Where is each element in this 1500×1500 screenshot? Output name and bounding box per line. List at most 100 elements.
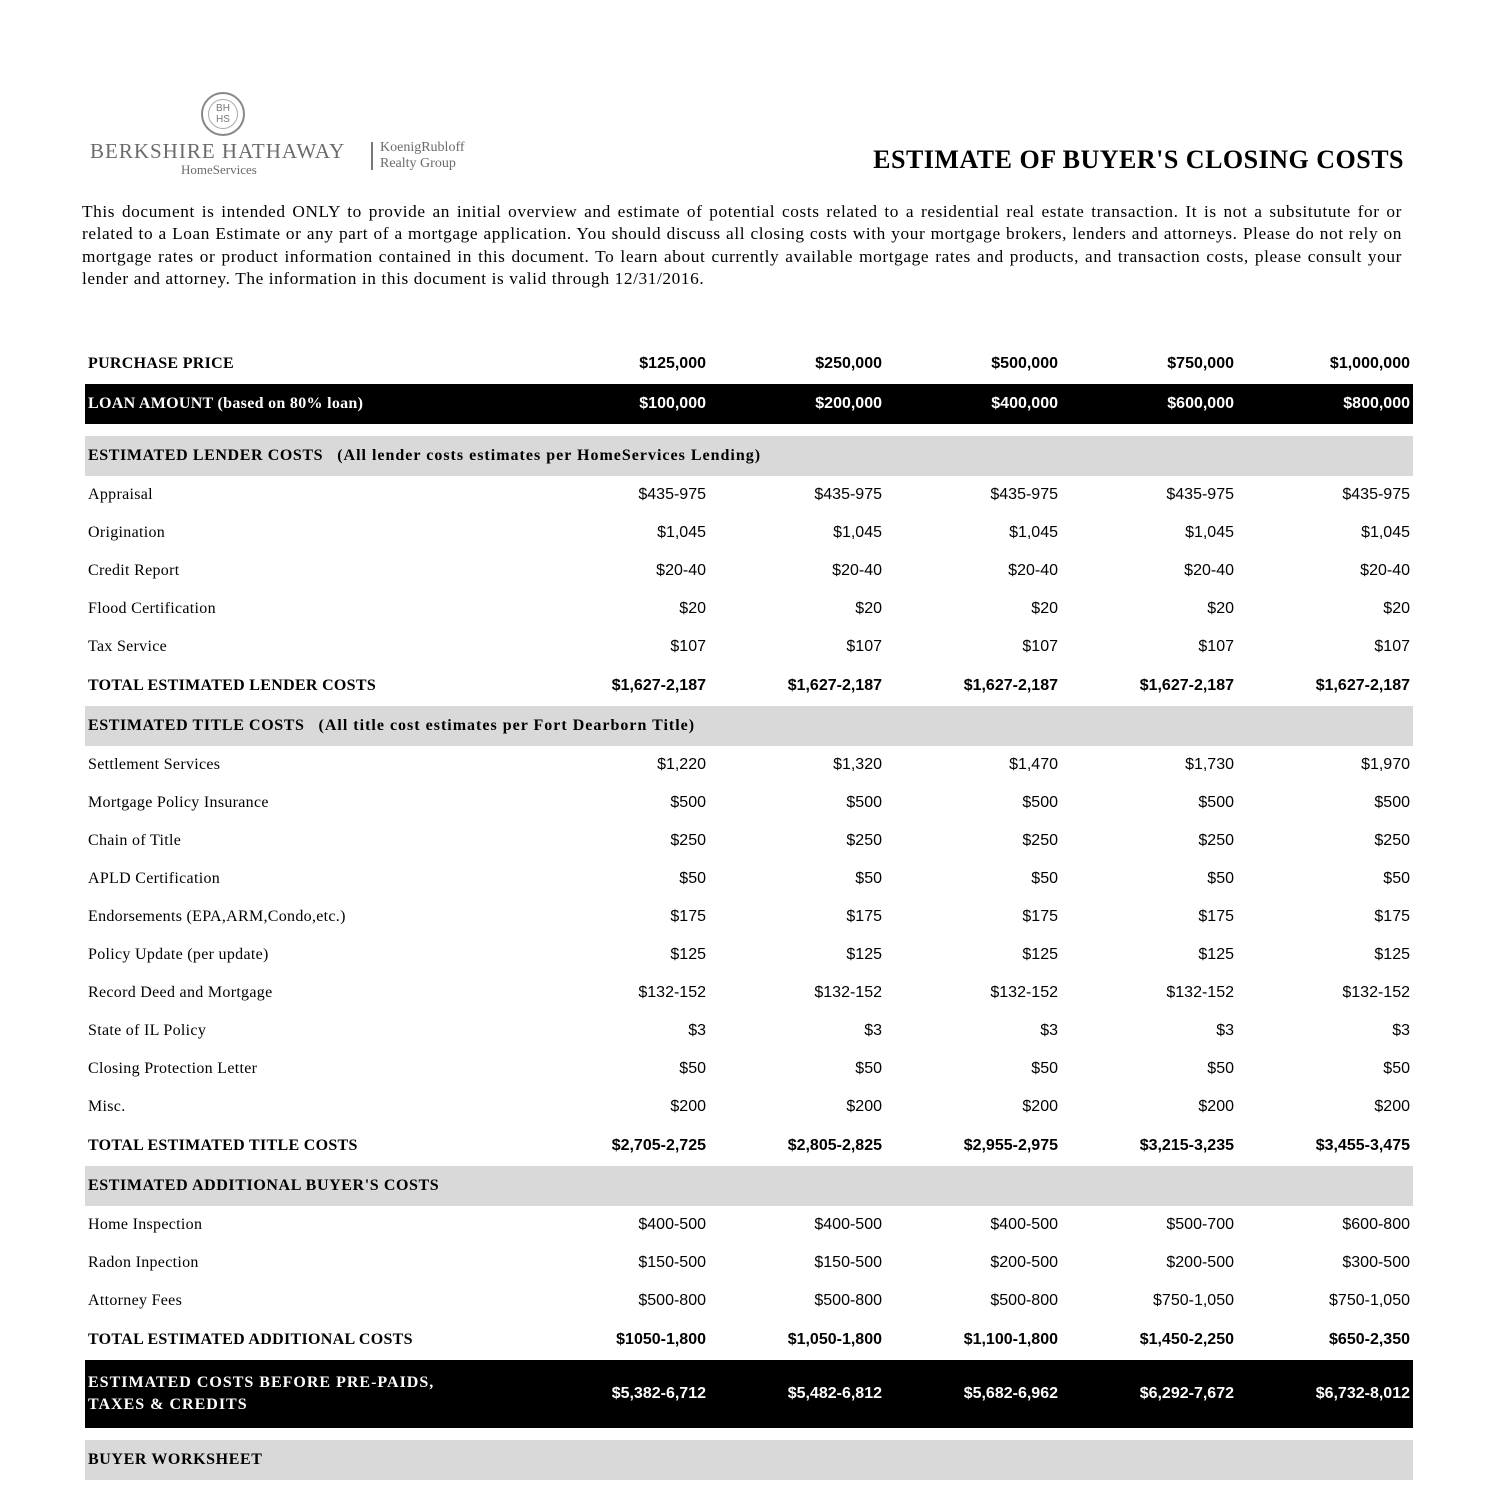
cell-value: $1050-1,800	[616, 1331, 706, 1348]
cell-value: $50	[855, 870, 882, 887]
cell-value: $3,215-3,235	[1139, 1137, 1234, 1154]
cell-value: $50	[855, 1060, 882, 1077]
cell-value: $200	[1022, 1098, 1058, 1115]
cell-value: $250	[846, 832, 882, 849]
table-row: Endorsements (EPA,ARM,Condo,etc.) $175 $17…	[85, 898, 1413, 936]
cell-value: $1,045	[1361, 524, 1410, 541]
cell-value: $1,450-2,250	[1139, 1331, 1234, 1348]
cell-value: $2,805-2,825	[787, 1137, 882, 1154]
cell-value: $125,000	[639, 355, 706, 372]
row-label: APLD Certification	[88, 870, 221, 887]
row-label: Attorney Fees	[88, 1292, 183, 1309]
table-row: Record Deed and Mortgage $132-152 $132-152…	[85, 974, 1413, 1012]
row-label: Credit Report	[88, 562, 180, 579]
cell-value: $20	[1031, 600, 1058, 617]
cell-value: $20-40	[1360, 562, 1410, 579]
table-row: Home Inspection $400-500 $400-500 $400-500 $…	[85, 1206, 1413, 1244]
cell-value: $175	[670, 908, 706, 925]
row-label: Mortgage Policy Insurance	[88, 794, 269, 811]
cell-value: $1,050-1,800	[787, 1331, 882, 1348]
cell-value: $650-2,350	[1329, 1331, 1410, 1348]
company-logo: BH HS BERKSHIRE HATHAWAY HomeServices Koe…	[88, 92, 478, 182]
logo-brand: BERKSHIRE HATHAWAY	[90, 139, 346, 163]
cell-value: $200	[846, 1098, 882, 1115]
row-label: Appraisal	[88, 486, 153, 503]
row-label: BUYER WORKSHEET	[88, 1451, 263, 1469]
cell-value: $1,730	[1185, 756, 1234, 773]
total-row: TOTAL ESTIMATED ADDITIONAL COSTS $1050-1,…	[85, 1320, 1413, 1360]
cell-value: $1,320	[833, 756, 882, 773]
cell-value: $1,045	[657, 524, 706, 541]
cell-value: $200-500	[1166, 1254, 1234, 1271]
cell-value: $200,000	[815, 395, 882, 412]
cell-value: $400,000	[991, 395, 1058, 412]
cell-value: $132-152	[1166, 984, 1234, 1001]
cell-value: $125	[846, 946, 882, 963]
cell-value: $1,045	[1185, 524, 1234, 541]
cell-value: $132-152	[990, 984, 1058, 1001]
row-label: Home Inspection	[88, 1216, 203, 1233]
row-label: Chain of Title	[88, 832, 182, 849]
cell-value: $5,682-6,962	[963, 1385, 1058, 1402]
table-row: Appraisal $435-975 $435-975 $435-975 $435-97…	[85, 476, 1413, 514]
row-label: ESTIMATED COSTS BEFORE PRE-PAIDS, TAXES …	[88, 1374, 435, 1413]
cell-value: $500-800	[990, 1292, 1058, 1309]
cell-value: $200	[670, 1098, 706, 1115]
table-row: Closing Protection Letter $50 $50 $50 $50 $50	[85, 1050, 1413, 1088]
cell-value: $750-1,050	[1329, 1292, 1410, 1309]
cell-value: $50	[679, 1060, 706, 1077]
cell-value: $20-40	[1008, 562, 1058, 579]
cell-value: $250,000	[815, 355, 882, 372]
cell-value: $2,955-2,975	[963, 1137, 1058, 1154]
cell-value: $250	[1022, 832, 1058, 849]
cell-value: $500-800	[638, 1292, 706, 1309]
row-label: PURCHASE PRICE	[88, 355, 234, 372]
cell-value: $750,000	[1167, 355, 1234, 372]
cell-value: $132-152	[1342, 984, 1410, 1001]
row-label: ESTIMATED LENDER COSTS (All lender costs …	[88, 447, 761, 465]
cell-value: $1,220	[657, 756, 706, 773]
cell-value: $3	[1392, 1022, 1410, 1039]
cell-value: $5,482-6,812	[787, 1385, 882, 1402]
table-spacer	[85, 1428, 1413, 1440]
cell-value: $1,627-2,187	[611, 677, 706, 694]
cell-value: $50	[1031, 1060, 1058, 1077]
cell-value: $500,000	[991, 355, 1058, 372]
cell-value: $107	[1198, 638, 1234, 655]
section-note: (All lender costs estimates per HomeServ…	[337, 447, 762, 464]
cell-value: $1,100-1,800	[963, 1331, 1058, 1348]
cell-value: $200-500	[990, 1254, 1058, 1271]
cell-value: $500-800	[814, 1292, 882, 1309]
cell-value: $3	[1040, 1022, 1058, 1039]
table-row: Policy Update (per update) $125 $125 $125 $1…	[85, 936, 1413, 974]
table-spacer	[85, 424, 1413, 436]
total-row: TOTAL ESTIMATED LENDER COSTS $1,627-2,187…	[85, 666, 1413, 706]
logo-partner-line2: Realty Group	[380, 156, 456, 171]
cell-value: $20-40	[1184, 562, 1234, 579]
table-row: APLD Certification $50 $50 $50 $50 $50	[85, 860, 1413, 898]
table-row: Chain of Title $250 $250 $250 $250 $250	[85, 822, 1413, 860]
row-label: LOAN AMOUNT (based on 80% loan)	[88, 395, 364, 412]
cell-value: $50	[1207, 870, 1234, 887]
row-label: TOTAL ESTIMATED ADDITIONAL COSTS	[88, 1331, 413, 1348]
cell-value: $435-975	[1342, 486, 1410, 503]
cell-value: $20	[1383, 600, 1410, 617]
cell-value: $125	[1198, 946, 1234, 963]
table-row: Attorney Fees $500-800 $500-800 $500-800 $75…	[85, 1282, 1413, 1320]
row-label: Flood Certification	[88, 600, 216, 617]
cell-value: $1,627-2,187	[1139, 677, 1234, 694]
cell-value: $800,000	[1343, 395, 1410, 412]
cell-value: $400-500	[990, 1216, 1058, 1233]
row-label: ESTIMATED ADDITIONAL BUYER'S COSTS	[88, 1177, 439, 1195]
section-title: ESTIMATED TITLE COSTS	[88, 717, 305, 734]
row-label: TOTAL ESTIMATED TITLE COSTS	[88, 1137, 358, 1154]
table-row: Mortgage Policy Insurance $500 $500 $500 $50…	[85, 784, 1413, 822]
section-header: BUYER WORKSHEET	[85, 1440, 1413, 1480]
cell-value: $1,000,000	[1329, 355, 1410, 372]
logo-sub: HomeServices	[181, 162, 257, 177]
logo-partner-line1: KoenigRubloff	[380, 140, 465, 155]
section-note: (All title cost estimates per Fort Dearb…	[318, 717, 696, 734]
row-label: Misc.	[88, 1098, 126, 1115]
row-label: ESTIMATED TITLE COSTS (All title cost est…	[88, 717, 695, 735]
document-title: ESTIMATE OF BUYER'S CLOSING COSTS	[873, 145, 1404, 174]
